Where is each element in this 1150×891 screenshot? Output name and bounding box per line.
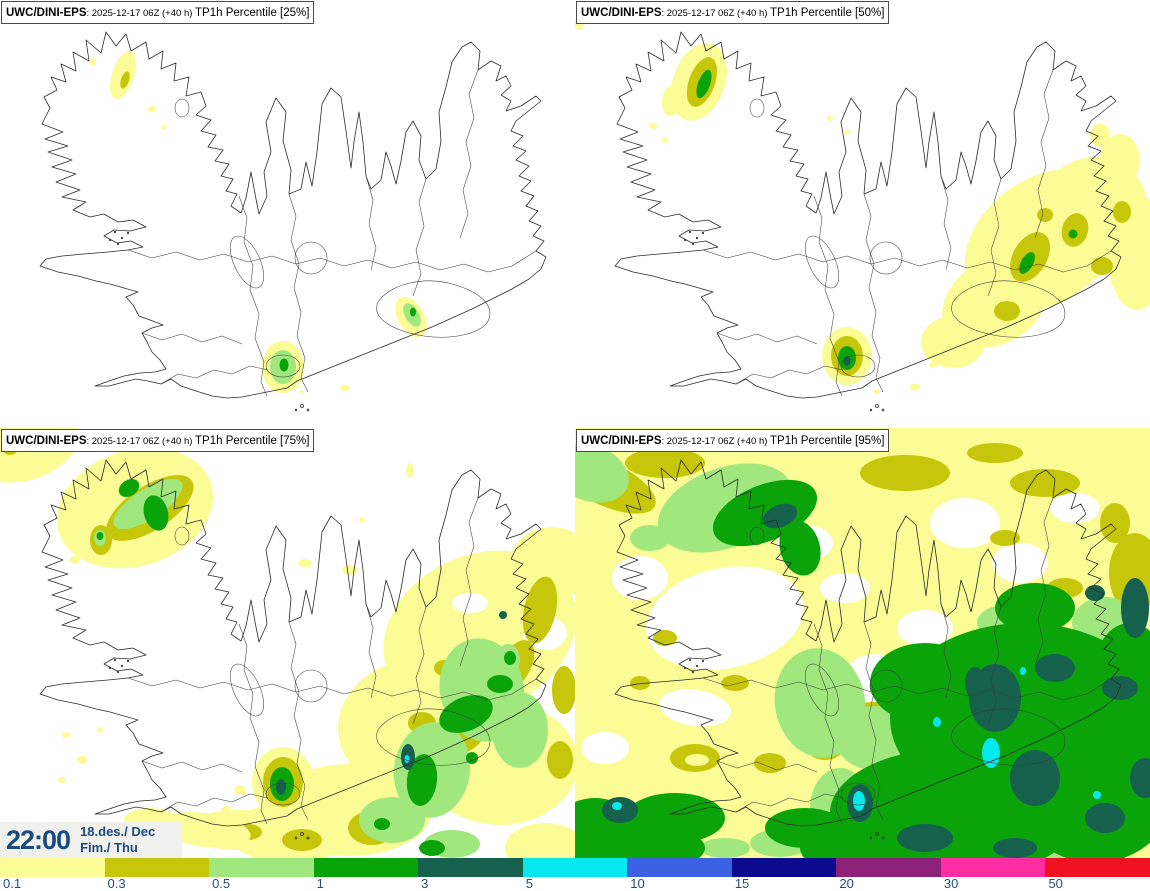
map-95-svg xyxy=(575,428,1150,858)
color-scale-labels: 0.1 0.3 0.5 1 3 5 10 15 20 30 50 xyxy=(0,876,1150,891)
colorbar-tick-label: 20 xyxy=(839,876,854,891)
model-name: UWC/DINI-EPS xyxy=(581,435,662,447)
colorbar-tick-label: 5 xyxy=(525,876,533,891)
model-name: UWC/DINI-EPS xyxy=(581,7,662,19)
panel-title-95: UWC/DINI-EPS: 2025-12-17 06Z (+40 h) TP1… xyxy=(576,429,890,452)
run-info: : 2025-12-17 06Z (+40 h) xyxy=(661,8,771,19)
valid-date: 18.des./ Dec Fim./ Thu xyxy=(80,824,155,855)
product-label: TP1h Percentile [25%] xyxy=(195,7,310,19)
panel-title-50: UWC/DINI-EPS: 2025-12-17 06Z (+40 h) TP1… xyxy=(576,1,890,24)
colorbar-segment xyxy=(627,858,732,877)
map-75-svg xyxy=(0,428,575,858)
valid-time: 22:00 xyxy=(6,824,71,855)
colorbar-segment xyxy=(836,858,941,877)
colorbar-segment xyxy=(940,858,1046,877)
colorbar-segment xyxy=(731,858,837,877)
colorbar-segment xyxy=(104,858,210,877)
precip-fill-95 xyxy=(575,428,1150,858)
map-panel-75th-percentile: UWC/DINI-EPS: 2025-12-17 06Z (+40 h) TP1… xyxy=(0,428,575,858)
colorbar-segment xyxy=(209,858,314,877)
valid-date-line2: Fim./ Thu xyxy=(80,840,138,855)
product-label: TP1h Percentile [95%] xyxy=(770,435,885,447)
colorbar-tick-label: 30 xyxy=(943,876,959,891)
colorbar-segment xyxy=(418,858,523,877)
precipitation-color-scale xyxy=(0,858,1150,877)
colorbar-tick-label: 0.1 xyxy=(3,876,22,891)
panel-title-25: UWC/DINI-EPS: 2025-12-17 06Z (+40 h) TP1… xyxy=(1,1,315,24)
valid-date-line1: 18.des./ Dec xyxy=(80,824,156,840)
map-panel-95th-percentile: UWC/DINI-EPS: 2025-12-17 06Z (+40 h) TP1… xyxy=(575,428,1150,858)
map-50-svg xyxy=(575,18,1150,412)
precip-fill-25 xyxy=(90,50,427,394)
map-panel-50th-percentile: UWC/DINI-EPS: 2025-12-17 06Z (+40 h) TP1… xyxy=(575,0,1150,428)
colorbar-tick-label: 15 xyxy=(734,876,750,891)
colorbar-tick-label: 10 xyxy=(630,876,645,891)
colorbar-tick-label: 0.5 xyxy=(212,876,231,891)
colorbar-tick-label: 0.3 xyxy=(107,876,126,891)
model-name: UWC/DINI-EPS xyxy=(6,435,87,447)
run-info: : 2025-12-17 06Z (+40 h) xyxy=(661,436,771,447)
colorbar-tick-label: 1 xyxy=(316,876,324,891)
model-name: UWC/DINI-EPS xyxy=(6,7,87,19)
product-label: TP1h Percentile [50%] xyxy=(770,7,885,19)
precip-fill-50 xyxy=(575,18,1150,395)
run-info: : 2025-12-17 06Z (+40 h) xyxy=(86,8,196,19)
map-panel-25th-percentile: UWC/DINI-EPS: 2025-12-17 06Z (+40 h) TP1… xyxy=(0,0,575,428)
colorbar-segment xyxy=(313,858,419,877)
product-label: TP1h Percentile [75%] xyxy=(195,435,310,447)
colorbar-segment xyxy=(1045,858,1150,877)
valid-time-box: 22:00 18.des./ Dec Fim./ Thu xyxy=(0,822,182,858)
precip-fill-75 xyxy=(0,428,575,858)
map-25-svg xyxy=(39,31,547,412)
colorbar-segment xyxy=(0,858,105,877)
colorbar-tick-label: 3 xyxy=(421,876,429,891)
run-info: : 2025-12-17 06Z (+40 h) xyxy=(86,436,196,447)
colorbar-tick-label: 50 xyxy=(1048,876,1063,891)
panel-title-75: UWC/DINI-EPS: 2025-12-17 06Z (+40 h) TP1… xyxy=(1,429,315,452)
colorbar-segment xyxy=(522,858,628,877)
